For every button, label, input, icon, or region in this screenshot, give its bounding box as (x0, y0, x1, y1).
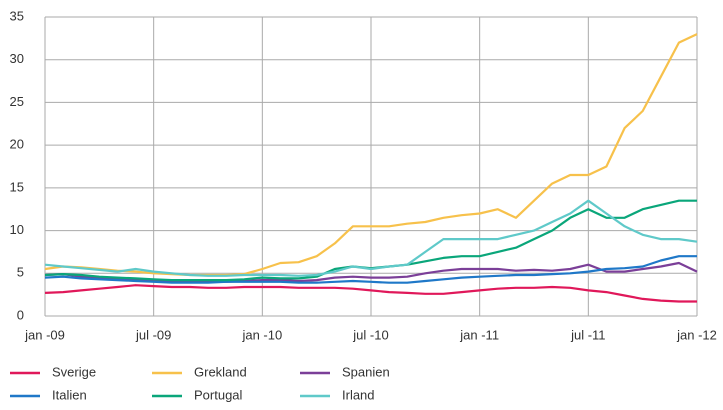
x-tick-label: jan -11 (459, 327, 499, 342)
series-line (44, 284, 697, 303)
y-tick-label: 20 (10, 137, 24, 152)
legend-label: Irland (342, 387, 375, 402)
y-tick-label: 30 (10, 51, 24, 66)
x-tick-label: jan -09 (24, 327, 65, 342)
x-tick-label: jan -10 (241, 327, 282, 342)
y-tick-label: 10 (10, 222, 24, 237)
legend-label: Italien (52, 387, 87, 402)
legend-label: Grekland (194, 364, 247, 379)
x-tick-label: jul -09 (135, 327, 171, 342)
y-tick-label: 0 (17, 307, 24, 322)
y-tick-label: 25 (10, 94, 24, 109)
legend-label: Portugal (194, 387, 243, 402)
x-tick-label: jan -12 (676, 327, 717, 342)
series-line (44, 199, 698, 277)
series-line (44, 255, 697, 284)
legend-label: Sverige (52, 364, 96, 379)
x-tick-label: jul -11 (570, 327, 605, 342)
y-tick-label: 5 (17, 265, 24, 280)
legend-label: Spanien (342, 364, 390, 379)
series-line (44, 33, 698, 277)
y-tick-label: 15 (10, 179, 24, 194)
y-tick-label: 35 (10, 8, 24, 23)
x-tick-label: jul -10 (352, 327, 388, 342)
